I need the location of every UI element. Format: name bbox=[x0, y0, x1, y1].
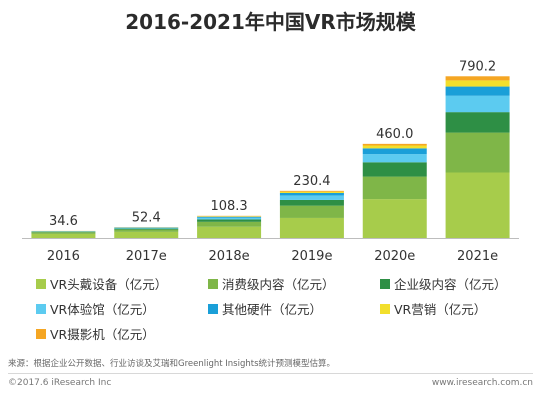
bar-segment-2021e-6 bbox=[445, 76, 510, 81]
website-url: www.iresearch.com.cn bbox=[431, 378, 533, 388]
total-label-2020e: 460.0 bbox=[376, 127, 413, 142]
x-tick-label-2020e: 2020e bbox=[374, 249, 415, 264]
legend-item: VR摄影机（亿元） bbox=[36, 324, 208, 343]
bar-segment-2020e-5 bbox=[362, 145, 427, 149]
bar-segment-2020e-4 bbox=[362, 148, 427, 155]
total-label-2016: 34.6 bbox=[49, 214, 78, 229]
legend-item: VR头戴设备（亿元） bbox=[36, 274, 208, 293]
bar-segment-2020e-3 bbox=[362, 154, 427, 163]
chart-legend: VR头戴设备（亿元） 消费级内容（亿元） 企业级内容（亿元） VR体验馆（亿元） 其他硬… bbox=[36, 274, 536, 343]
legend-item: 其他硬件（亿元） bbox=[208, 299, 380, 318]
legend-label: VR体验馆（亿元） bbox=[50, 302, 155, 317]
legend-item: 企业级内容（亿元） bbox=[380, 274, 536, 293]
bar-segment-2017e-3 bbox=[114, 227, 179, 229]
chart-title: 2016-2021年中国VR市场规模 bbox=[125, 10, 416, 34]
bar-segment-2021e-1 bbox=[445, 132, 510, 173]
legend-swatch bbox=[36, 328, 46, 339]
legend-label: 企业级内容（亿元） bbox=[394, 277, 507, 292]
bar-segment-2019e-5 bbox=[279, 191, 344, 193]
stacked-bar-chart: 34.6 2016 52.4 2017e 108.3 2018e 230.4 2019e 460… bbox=[22, 59, 519, 264]
legend-swatch bbox=[208, 303, 218, 314]
legend-swatch bbox=[380, 303, 390, 314]
legend-swatch bbox=[36, 278, 46, 289]
x-tick-label-2021e: 2021e bbox=[457, 249, 498, 264]
legend-swatch bbox=[208, 278, 218, 289]
bar-segment-2019e-0 bbox=[279, 217, 344, 238]
bar-segment-2016-2 bbox=[31, 231, 96, 233]
bar-segment-2019e-4 bbox=[279, 192, 344, 196]
bar-segment-2018e-1 bbox=[197, 221, 262, 227]
total-label-2017e: 52.4 bbox=[132, 210, 161, 225]
bar-segment-2020e-1 bbox=[362, 176, 427, 200]
bar-segment-2018e-4 bbox=[197, 216, 262, 218]
x-tick-label-2016: 2016 bbox=[47, 249, 80, 264]
bar-segment-2017e-1 bbox=[114, 229, 179, 232]
bar-segment-2017e-0 bbox=[114, 231, 179, 238]
legend-label: VR头戴设备（亿元） bbox=[50, 277, 168, 292]
x-tick-label-2018e: 2018e bbox=[209, 249, 250, 264]
bar-segment-2020e-0 bbox=[362, 199, 427, 238]
bar-segment-2021e-3 bbox=[445, 95, 510, 113]
legend-swatch bbox=[380, 278, 390, 289]
bar-segment-2019e-1 bbox=[279, 205, 344, 218]
bar-segment-2021e-4 bbox=[445, 86, 510, 96]
total-label-2018e: 108.3 bbox=[210, 199, 247, 214]
bar-segment-2021e-2 bbox=[445, 112, 510, 133]
legend-label: 其他硬件（亿元） bbox=[222, 302, 323, 317]
legend-item: VR营销（亿元） bbox=[380, 299, 536, 318]
bar-segment-2018e-2 bbox=[197, 219, 262, 222]
legend-swatch bbox=[36, 303, 46, 314]
bar-segment-2019e-6 bbox=[279, 190, 344, 192]
bar-segment-2019e-3 bbox=[279, 195, 344, 200]
legend-label: VR营销（亿元） bbox=[394, 302, 487, 317]
bar-segment-2018e-3 bbox=[197, 217, 262, 220]
bar-segment-2017e-2 bbox=[114, 228, 179, 230]
copyright-text: ©2017.6 iResearch Inc bbox=[8, 378, 112, 388]
source-note: 来源：根据企业公开数据、行业访谈及艾瑞和Greenlight Insights统… bbox=[8, 359, 336, 369]
footer-divider bbox=[8, 373, 533, 374]
bar-segment-2020e-6 bbox=[362, 143, 427, 146]
bar-segment-2018e-0 bbox=[197, 226, 262, 238]
legend-item: VR体验馆（亿元） bbox=[36, 299, 208, 318]
total-label-2021e: 790.2 bbox=[459, 59, 496, 74]
x-tick-label-2019e: 2019e bbox=[291, 249, 332, 264]
bar-segment-2019e-2 bbox=[279, 199, 344, 206]
bar-segment-2021e-5 bbox=[445, 80, 510, 87]
legend-label: 消费级内容（亿元） bbox=[222, 277, 335, 292]
x-tick-label-2017e: 2017e bbox=[126, 249, 167, 264]
legend-label: VR摄影机（亿元） bbox=[50, 327, 155, 342]
bar-segment-2021e-0 bbox=[445, 172, 510, 238]
total-label-2019e: 230.4 bbox=[293, 174, 330, 189]
bar-segment-2016-1 bbox=[31, 232, 96, 234]
bar-segment-2016-0 bbox=[31, 233, 96, 238]
bar-segment-2020e-2 bbox=[362, 162, 427, 177]
legend-item: 消费级内容（亿元） bbox=[208, 274, 380, 293]
bar-segment-2018e-5 bbox=[197, 216, 262, 217]
